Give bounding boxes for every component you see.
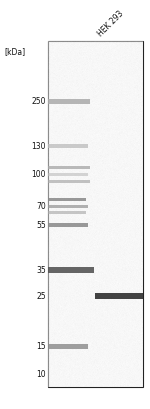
Bar: [48, 223, 88, 227]
Bar: [48, 211, 86, 214]
Text: HEK 293: HEK 293: [96, 9, 125, 38]
Text: 10: 10: [36, 370, 46, 379]
Bar: [48, 344, 88, 348]
Bar: [95, 293, 143, 299]
Bar: [48, 166, 90, 169]
Bar: [48, 99, 90, 104]
Text: 100: 100: [32, 170, 46, 179]
Bar: [48, 205, 88, 208]
Bar: [48, 173, 88, 176]
Text: 55: 55: [36, 221, 46, 230]
Text: 25: 25: [36, 292, 46, 301]
Bar: [48, 267, 94, 273]
Text: 35: 35: [36, 266, 46, 275]
Bar: [48, 42, 143, 387]
Text: 15: 15: [36, 342, 46, 351]
Text: 130: 130: [32, 142, 46, 151]
Text: [kDa]: [kDa]: [4, 47, 25, 56]
Bar: [48, 180, 90, 183]
Text: 70: 70: [36, 202, 46, 211]
Bar: [48, 198, 86, 201]
Text: 250: 250: [32, 97, 46, 106]
Bar: [48, 145, 88, 148]
